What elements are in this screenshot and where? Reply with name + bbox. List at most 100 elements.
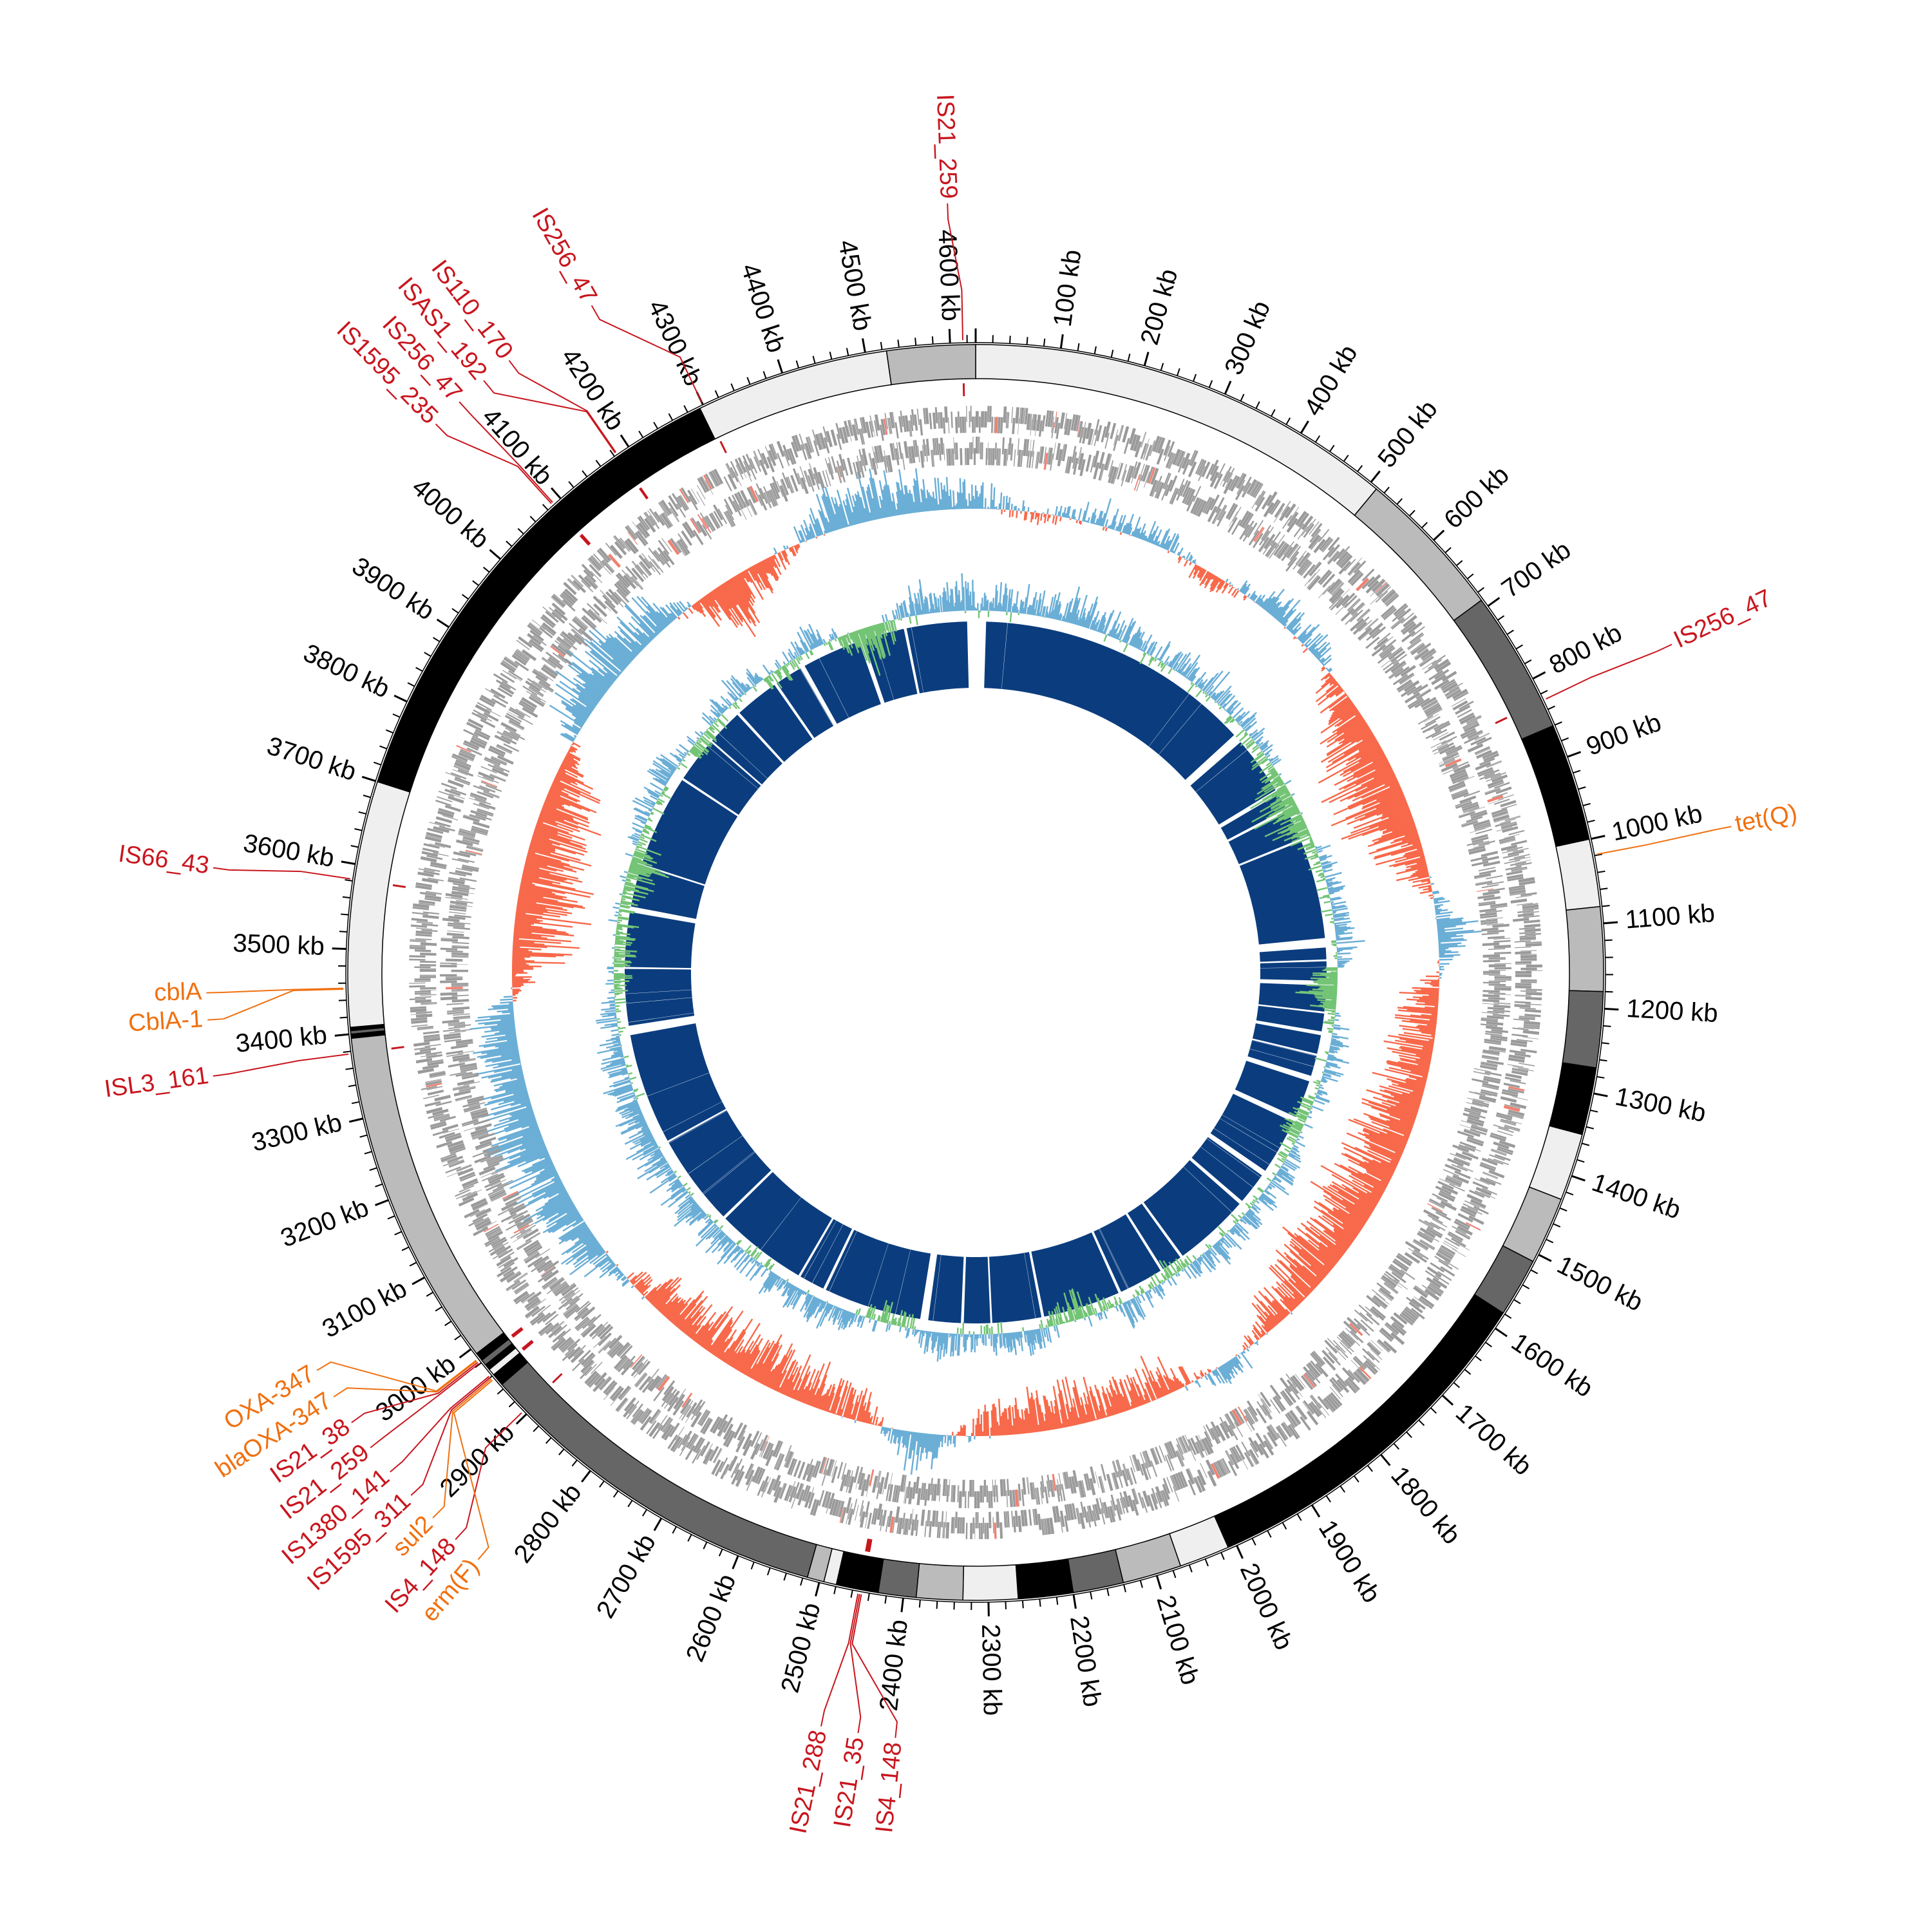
gc-skew-bar xyxy=(1438,939,1467,943)
gc-skew-bar xyxy=(674,1290,705,1326)
gc-skew-bar xyxy=(1003,1411,1006,1435)
cds-block xyxy=(1142,444,1150,460)
gc-skew-bar xyxy=(647,605,667,628)
gc-content-bar xyxy=(1231,719,1235,723)
gc-skew-bar xyxy=(544,1191,568,1206)
gc-content-bar xyxy=(1329,892,1334,895)
gc-content-bar xyxy=(728,1238,732,1242)
inner-gene-gap xyxy=(1260,967,1327,969)
cds-block xyxy=(1418,1298,1433,1309)
cds-block xyxy=(1511,1070,1528,1074)
gc-skew-bar xyxy=(571,698,592,713)
cds-block xyxy=(1385,1321,1399,1334)
gc-content-bar xyxy=(1285,1122,1302,1131)
cds-block xyxy=(1221,1459,1229,1474)
gc-skew-bar xyxy=(1278,616,1284,623)
gc-skew-bar xyxy=(845,493,856,526)
gc-content-bar xyxy=(942,596,945,612)
gc-skew-bar xyxy=(836,489,849,527)
gc-skew-bar xyxy=(1242,1351,1244,1354)
gc-content-bar xyxy=(1048,612,1052,619)
gc-content-bar xyxy=(935,1332,938,1342)
gc-skew-bar xyxy=(1320,1164,1381,1200)
gc-content-bar xyxy=(658,1146,661,1149)
gc-content-bar xyxy=(792,1289,803,1306)
cds-block xyxy=(1353,1371,1367,1385)
gc-skew-bar xyxy=(1368,1144,1401,1160)
gc-skew-bar xyxy=(766,1365,778,1387)
gc-content-bar xyxy=(1243,717,1256,730)
gc-content-bar xyxy=(1157,1284,1166,1296)
cds-block xyxy=(1422,660,1436,670)
cds-block xyxy=(1445,688,1461,697)
gc-content-bar xyxy=(1329,1047,1338,1051)
gc-skew-bar xyxy=(502,1079,525,1086)
cds-block xyxy=(1162,1477,1171,1494)
gc-content-bar xyxy=(1218,1239,1221,1242)
gc-skew-bar xyxy=(1331,1180,1376,1208)
gc-skew-bar xyxy=(1348,815,1413,840)
gc-content-bar xyxy=(1034,600,1039,616)
gc-skew-bar xyxy=(527,1184,564,1204)
inner-gene-block xyxy=(1252,1023,1321,1054)
gc-skew-bar xyxy=(1138,1396,1144,1406)
gc-content-bar xyxy=(923,1331,929,1354)
gc-skew-bar xyxy=(1329,1184,1374,1212)
gc-content-bar xyxy=(1270,795,1293,809)
gc-content-bar xyxy=(1256,750,1263,757)
gc-content-bar xyxy=(631,858,653,867)
gc-content-bar xyxy=(732,1241,735,1244)
gc-skew-bar xyxy=(1419,1057,1432,1061)
gc-content-bar xyxy=(1031,1329,1036,1350)
gc-skew-bar xyxy=(1275,598,1294,620)
gc-content-bar xyxy=(1113,634,1117,639)
cds-block xyxy=(1327,550,1338,564)
gc-content-bar xyxy=(1103,1311,1108,1320)
gc-content-bar xyxy=(715,720,718,723)
gc-skew-bar xyxy=(1054,515,1058,526)
gc-content-bar xyxy=(1005,1332,1009,1348)
gc-content-bar xyxy=(746,1250,750,1254)
cds-block xyxy=(1518,1027,1535,1030)
gc-skew-bar xyxy=(1106,1415,1108,1417)
gc-content-bar xyxy=(696,737,700,740)
gc-skew-bar xyxy=(731,578,761,623)
gc-content-bar xyxy=(1321,861,1338,868)
gc-content-bar xyxy=(677,1195,692,1208)
gc-skew-bar xyxy=(1044,1396,1052,1430)
gc-content-bar xyxy=(1327,884,1332,887)
cds-block xyxy=(1160,1490,1168,1507)
gc-skew-bar xyxy=(1132,516,1141,537)
gc-skew-bar xyxy=(1142,535,1146,541)
gc-skew-bar xyxy=(505,1120,537,1133)
gc-skew-bar xyxy=(1227,586,1234,594)
gc-content-bar xyxy=(1204,670,1224,694)
gc-content-bar xyxy=(1045,1327,1050,1342)
cds-block xyxy=(1123,437,1130,454)
gc-skew-bar xyxy=(1149,530,1156,544)
gc-content-bar xyxy=(1182,667,1191,677)
gc-skew-bar xyxy=(568,749,573,753)
cds-block xyxy=(1308,1403,1321,1417)
gc-content-bar xyxy=(1088,1316,1093,1327)
cds-block xyxy=(1488,799,1504,804)
gc-skew-bar xyxy=(486,1034,516,1040)
gc-skew-bar xyxy=(616,674,620,677)
gc-content-bar xyxy=(1230,1228,1235,1233)
gc-content-bar xyxy=(1288,1153,1296,1159)
gc-content-bar xyxy=(1084,603,1094,628)
gc-skew-bar xyxy=(1291,1238,1331,1273)
gc-content-bar xyxy=(707,728,710,730)
gc-skew-bar xyxy=(1406,852,1425,859)
gc-skew-bar xyxy=(1416,1000,1439,1004)
gc-skew-bar xyxy=(931,1434,936,1470)
gc-content-bar xyxy=(831,1306,838,1318)
gc-skew-bar xyxy=(1148,1377,1159,1399)
gc-content-bar xyxy=(627,871,639,876)
gc-content-bar xyxy=(1248,1209,1262,1221)
cds-block xyxy=(1273,509,1283,523)
gc-skew-bar xyxy=(1248,1346,1251,1349)
gc-skew-bar xyxy=(1332,1207,1364,1228)
gc-skew-bar xyxy=(1365,1136,1403,1154)
gc-content-bar xyxy=(638,1126,649,1133)
